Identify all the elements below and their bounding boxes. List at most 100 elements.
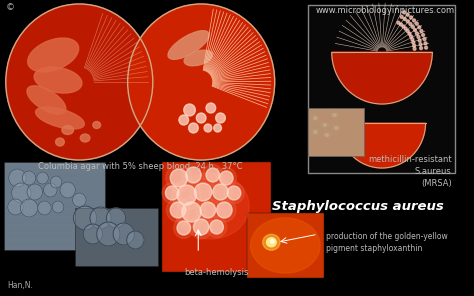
Ellipse shape [213, 198, 236, 222]
Bar [246, 213, 324, 278]
Text: Han,N.: Han,N. [8, 281, 34, 290]
Ellipse shape [400, 23, 402, 26]
Ellipse shape [73, 206, 97, 230]
Ellipse shape [113, 223, 135, 245]
Ellipse shape [168, 31, 209, 59]
Ellipse shape [165, 186, 179, 200]
Ellipse shape [182, 163, 205, 187]
Ellipse shape [8, 199, 23, 215]
Ellipse shape [196, 113, 206, 123]
Ellipse shape [322, 123, 328, 128]
Ellipse shape [210, 220, 223, 234]
Ellipse shape [412, 41, 415, 44]
Ellipse shape [250, 218, 320, 273]
Ellipse shape [106, 208, 126, 228]
Ellipse shape [419, 47, 422, 50]
Ellipse shape [400, 15, 403, 18]
Ellipse shape [127, 231, 144, 249]
Text: beta-hemolysis: beta-hemolysis [184, 268, 249, 277]
Text: ©: © [6, 3, 15, 12]
Ellipse shape [410, 35, 412, 38]
Ellipse shape [128, 4, 274, 160]
Ellipse shape [170, 169, 188, 187]
Wedge shape [332, 52, 432, 104]
Ellipse shape [332, 112, 337, 118]
Ellipse shape [270, 239, 274, 243]
Ellipse shape [9, 169, 26, 187]
Ellipse shape [27, 86, 66, 114]
Ellipse shape [177, 221, 191, 235]
Ellipse shape [409, 22, 412, 25]
Ellipse shape [413, 44, 416, 47]
Ellipse shape [184, 104, 195, 116]
Ellipse shape [414, 29, 417, 32]
Ellipse shape [36, 107, 84, 129]
Ellipse shape [415, 32, 419, 35]
Ellipse shape [418, 39, 421, 42]
Ellipse shape [214, 124, 221, 132]
Ellipse shape [324, 133, 330, 138]
Ellipse shape [224, 183, 244, 204]
Ellipse shape [219, 171, 233, 185]
Bar [308, 5, 455, 173]
Bar [308, 108, 364, 156]
Ellipse shape [189, 123, 198, 133]
Ellipse shape [411, 38, 414, 41]
Ellipse shape [73, 193, 86, 207]
Ellipse shape [216, 168, 237, 189]
Ellipse shape [37, 172, 48, 184]
Ellipse shape [312, 115, 318, 120]
Ellipse shape [52, 201, 64, 213]
Ellipse shape [190, 178, 216, 205]
Ellipse shape [216, 113, 225, 123]
Ellipse shape [11, 183, 31, 203]
Text: production of the golden-yellow
pigment staphyloxanthin: production of the golden-yellow pigment … [326, 232, 447, 253]
Ellipse shape [173, 173, 249, 239]
Ellipse shape [423, 38, 426, 41]
Ellipse shape [97, 222, 120, 246]
Ellipse shape [194, 183, 212, 201]
Ellipse shape [38, 201, 51, 215]
Text: methicillin-resistant
S.aureus
(MRSA): methicillin-resistant S.aureus (MRSA) [368, 155, 452, 188]
Ellipse shape [190, 215, 213, 239]
Bar [163, 162, 271, 272]
Ellipse shape [186, 167, 201, 183]
Ellipse shape [410, 16, 412, 19]
Ellipse shape [200, 202, 216, 218]
Ellipse shape [209, 180, 232, 204]
Ellipse shape [162, 183, 182, 204]
Ellipse shape [6, 4, 153, 160]
Ellipse shape [213, 184, 228, 200]
Ellipse shape [184, 50, 212, 66]
Ellipse shape [312, 130, 318, 134]
Ellipse shape [406, 13, 409, 16]
Ellipse shape [166, 198, 190, 222]
Ellipse shape [27, 38, 79, 72]
Ellipse shape [202, 165, 223, 186]
Ellipse shape [422, 33, 425, 36]
Ellipse shape [34, 67, 82, 93]
Ellipse shape [408, 32, 411, 35]
Ellipse shape [179, 115, 189, 125]
Ellipse shape [402, 25, 405, 28]
Ellipse shape [420, 30, 423, 33]
Bar [75, 208, 158, 266]
Ellipse shape [406, 20, 409, 23]
Ellipse shape [227, 186, 241, 200]
Ellipse shape [266, 238, 276, 247]
Ellipse shape [413, 47, 416, 50]
Ellipse shape [404, 27, 407, 30]
Ellipse shape [83, 224, 102, 244]
Ellipse shape [27, 184, 43, 200]
Ellipse shape [425, 46, 428, 49]
Text: Staphylococcus aureus: Staphylococcus aureus [272, 200, 444, 213]
Ellipse shape [182, 202, 201, 222]
Ellipse shape [411, 25, 414, 28]
Ellipse shape [206, 168, 219, 182]
Text: Columbia agar with 5% sheep blood, 24 h., 37°C: Columbia agar with 5% sheep blood, 24 h.… [38, 162, 243, 171]
Ellipse shape [406, 30, 409, 33]
Ellipse shape [22, 171, 36, 185]
Ellipse shape [193, 219, 209, 235]
Ellipse shape [403, 17, 406, 20]
Text: www.microbiologyinpictures.com: www.microbiologyinpictures.com [315, 6, 455, 15]
